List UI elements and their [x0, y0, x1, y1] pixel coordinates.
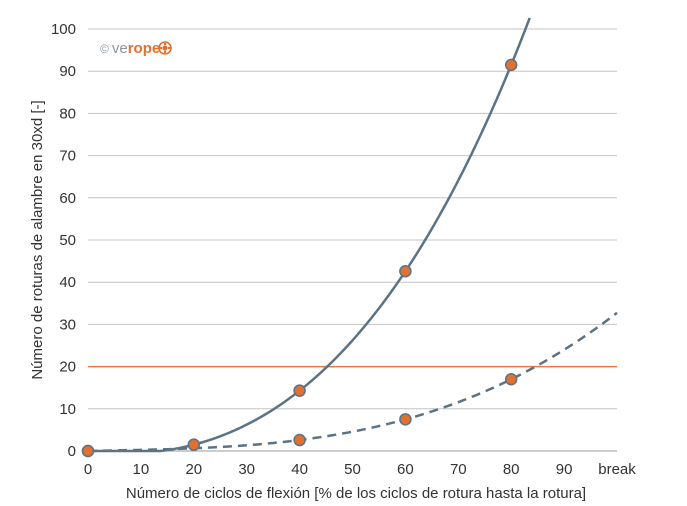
x-tick-label: 70	[450, 461, 467, 478]
y-tick-labels: 0 10 20 30 40 50 60 70 80 90 100	[51, 21, 76, 460]
logo-rope: rope	[128, 40, 161, 57]
grid-lines	[88, 28, 617, 452]
verope-logo: © verope	[100, 40, 172, 57]
data-point	[399, 413, 412, 426]
x-tick-label: 10	[133, 461, 150, 478]
x-tick-label: break	[598, 461, 636, 478]
x-tick-label: 60	[397, 461, 414, 478]
y-tick-label: 100	[51, 21, 76, 38]
x-axis-label: Número de ciclos de flexión [% de los ci…	[126, 485, 586, 502]
logo-ve: ve	[112, 40, 128, 57]
data-point	[504, 58, 518, 72]
data-point	[504, 373, 518, 386]
logo-rope-icon	[158, 41, 172, 55]
y-tick-label: 80	[59, 105, 76, 122]
series-layer	[87, 17, 618, 453]
marker-layer	[81, 58, 518, 458]
x-tick-label: 0	[84, 461, 92, 478]
data-point	[187, 438, 201, 451]
x-tick-label: 40	[291, 461, 308, 478]
x-tick-label: 80	[503, 461, 520, 478]
x-tick-label: 20	[185, 461, 202, 478]
logo-copyright: ©	[100, 42, 109, 56]
data-point	[81, 444, 95, 458]
data-point	[399, 264, 412, 278]
y-tick-label: 40	[59, 274, 76, 291]
x-tick-label: 50	[344, 461, 361, 478]
x-tick-labels: 0 10 20 30 40 50 60 70 80 90 break	[84, 461, 636, 478]
y-tick-label: 50	[59, 232, 76, 249]
y-tick-label: 10	[59, 401, 76, 418]
series-line-dashed	[87, 311, 618, 453]
y-tick-label: 90	[59, 63, 76, 80]
data-point	[293, 384, 306, 397]
series-line-solid	[88, 17, 531, 453]
y-tick-label: 0	[68, 443, 76, 460]
y-tick-label: 20	[59, 359, 76, 376]
x-tick-label: 90	[556, 461, 573, 478]
y-tick-label: 30	[59, 316, 76, 333]
x-tick-label: 30	[238, 461, 255, 478]
y-tick-label: 70	[59, 148, 76, 165]
y-axis-label: Número de roturas de alambre en 30xd [-]	[29, 100, 46, 379]
data-point	[293, 433, 306, 447]
y-tick-label: 60	[59, 190, 76, 207]
svg-text:©verope: © verope	[100, 40, 160, 57]
